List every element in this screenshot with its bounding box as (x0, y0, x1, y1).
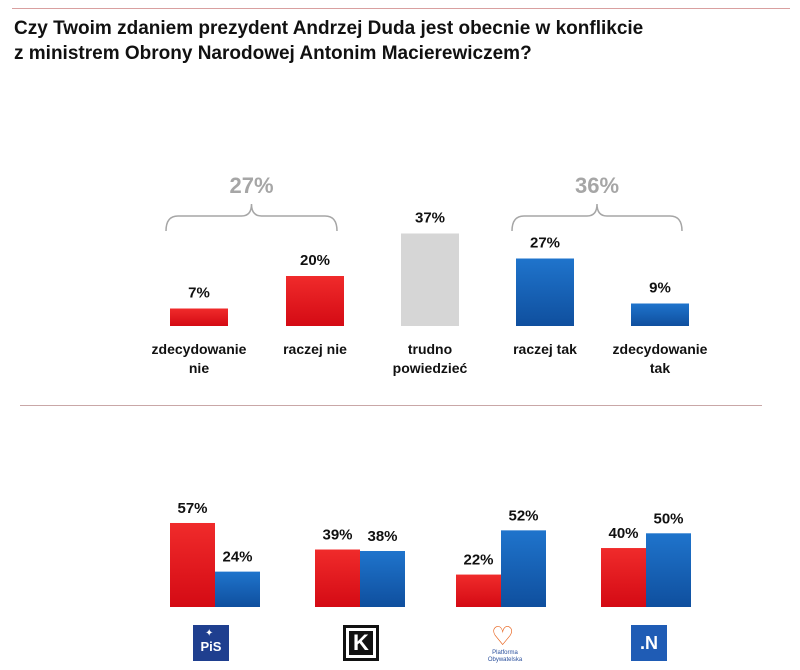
nowoczesna-logo: .N (631, 625, 667, 661)
party-bar-0-0 (170, 522, 215, 607)
party-value-label-2-0: 22% (463, 552, 493, 569)
value-label-4: 9% (649, 280, 671, 297)
party-bar-1-0 (315, 549, 360, 607)
party-value-label-3-1: 50% (653, 510, 683, 527)
party-bar-2-1 (501, 530, 546, 607)
category-label-1-0: raczej nie (283, 341, 347, 357)
bar-3 (516, 258, 574, 326)
group-bracket-1 (511, 203, 683, 232)
category-label-4-1: tak (650, 360, 670, 376)
category-label-4-0: zdecydowanie (613, 341, 708, 357)
category-label-2-0: trudno (408, 341, 452, 357)
po-logo: ♡ Platforma Obywatelska (487, 621, 523, 663)
eagle-icon: ✦ (205, 628, 214, 639)
category-label-2-1: powiedzieć (393, 360, 468, 376)
party-bar-3-1 (646, 533, 691, 607)
title-line-2: z ministrem Obrony Narodowej Antonim Mac… (14, 43, 532, 64)
category-label-0-0: zdecydowanie (152, 341, 247, 357)
group-label-1: 36% (575, 173, 619, 198)
top-rule (12, 8, 790, 9)
kukiz-x-icon: K (349, 631, 373, 655)
party-value-label-0-0: 57% (177, 500, 207, 517)
group-bracket-0 (165, 203, 338, 232)
bar-1 (286, 276, 344, 326)
party-bar-1-1 (360, 550, 405, 607)
party-value-label-0-1: 24% (222, 549, 252, 566)
heart-icon: ♡ (491, 621, 515, 651)
party-value-label-1-1: 38% (367, 528, 397, 545)
value-label-0: 7% (188, 285, 210, 302)
value-label-1: 20% (300, 252, 330, 269)
value-label-2: 37% (415, 210, 445, 227)
party-value-label-3-0: 40% (608, 525, 638, 542)
section-divider (20, 405, 762, 406)
title-line-1: Czy Twoim zdaniem prezydent Andrzej Duda… (14, 18, 644, 39)
party-bar-0-1 (215, 571, 260, 607)
pis-logo: ✦ PiS (193, 625, 229, 661)
party-bar-3-0 (601, 548, 646, 607)
party-value-label-1-0: 39% (322, 527, 352, 544)
bar-2 (401, 233, 459, 326)
kukiz-logo: K (343, 625, 379, 661)
party-value-label-2-1: 52% (508, 507, 538, 524)
party-bar-2-0 (456, 574, 501, 607)
value-label-3: 27% (530, 235, 560, 252)
category-label-0-1: nie (189, 360, 209, 376)
bar-4 (631, 303, 689, 326)
category-label-3-0: raczej tak (513, 341, 577, 357)
group-label-0: 27% (229, 173, 273, 198)
page-title: Czy Twoim zdaniem prezydent Andrzej Duda… (14, 16, 774, 66)
bar-0 (170, 308, 228, 326)
overall-chart: 7% zdecydowanie nie 20% raczej nie 37% trudno p… (152, 173, 708, 376)
